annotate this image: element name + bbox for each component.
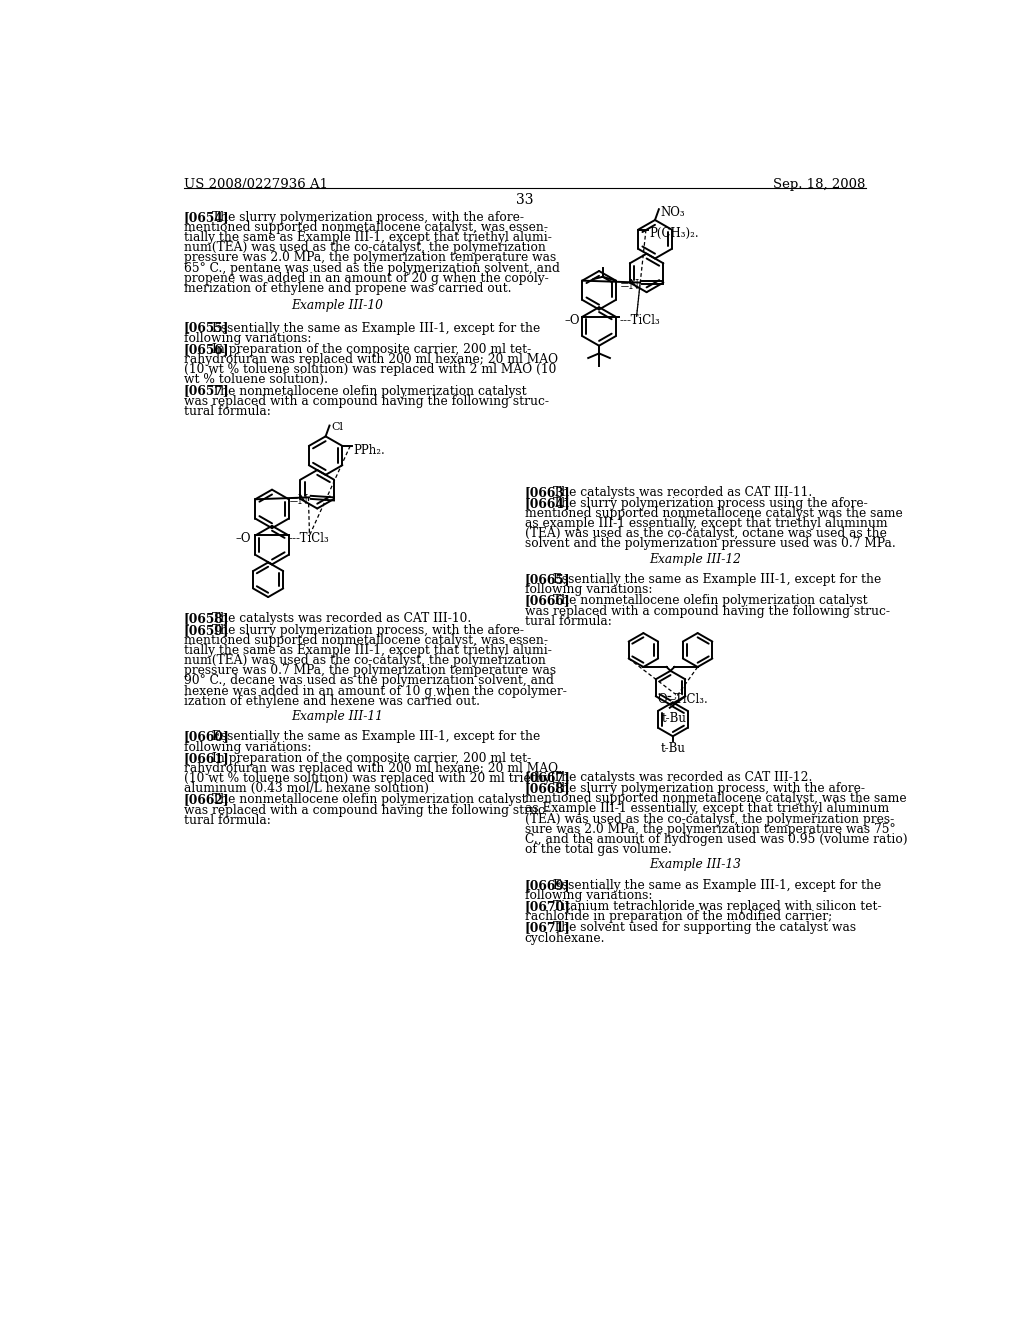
Text: Sep. 18, 2008: Sep. 18, 2008 xyxy=(773,178,866,190)
Text: [0660]: [0660] xyxy=(183,730,229,743)
Text: t-Bu: t-Bu xyxy=(660,742,685,755)
Text: The nonmetallocene olefin polymerization catalyst: The nonmetallocene olefin polymerization… xyxy=(212,793,526,807)
Text: 90° C., decane was used as the polymerization solvent, and: 90° C., decane was used as the polymeriz… xyxy=(183,675,554,688)
Text: [0666]: [0666] xyxy=(524,594,570,607)
Text: tially the same as Example III-1, except that triethyl alumi-: tially the same as Example III-1, except… xyxy=(183,644,552,657)
Text: [0655]: [0655] xyxy=(183,322,229,334)
Text: aluminum (0.43 mol/L hexane solution): aluminum (0.43 mol/L hexane solution) xyxy=(183,783,429,795)
Text: hexene was added in an amount of 10 g when the copolymer-: hexene was added in an amount of 10 g wh… xyxy=(183,685,566,698)
Text: rahydrofuran was replaced with 200 ml hexane; 20 ml MAO: rahydrofuran was replaced with 200 ml he… xyxy=(183,762,558,775)
Text: US 2008/0227936 A1: US 2008/0227936 A1 xyxy=(183,178,328,190)
Text: [0670]: [0670] xyxy=(524,900,570,913)
Text: (10 wt % toluene solution) was replaced with 20 ml triethyl: (10 wt % toluene solution) was replaced … xyxy=(183,772,554,785)
Text: was replaced with a compound having the following struc-: was replaced with a compound having the … xyxy=(183,804,549,817)
Text: num(TEA) was used as the co-catalyst, the polymerization: num(TEA) was used as the co-catalyst, th… xyxy=(183,242,546,255)
Text: [0662]: [0662] xyxy=(183,793,229,807)
Text: tural formula:: tural formula: xyxy=(183,405,270,418)
Text: 33: 33 xyxy=(516,193,534,207)
Text: The solvent used for supporting the catalyst was: The solvent used for supporting the cata… xyxy=(553,921,856,935)
Text: [0663]: [0663] xyxy=(524,486,570,499)
Text: [0671]: [0671] xyxy=(524,921,570,935)
Text: The slurry polymerization process, with the afore-: The slurry polymerization process, with … xyxy=(212,211,523,224)
Text: following variations:: following variations: xyxy=(524,583,652,597)
Text: Example III-13: Example III-13 xyxy=(649,858,741,871)
Text: Example III-10: Example III-10 xyxy=(291,300,383,313)
Text: [0667]: [0667] xyxy=(524,771,570,784)
Text: rachloride in preparation of the modified carrier;: rachloride in preparation of the modifie… xyxy=(524,911,833,923)
Text: propene was added in an amount of 20 g when the copoly-: propene was added in an amount of 20 g w… xyxy=(183,272,549,285)
Text: The nonmetallocene olefin polymerization catalyst: The nonmetallocene olefin polymerization… xyxy=(553,594,867,607)
Text: PPh₂.: PPh₂. xyxy=(353,444,385,457)
Text: (10 wt % toluene solution) was replaced with 2 ml MAO (10: (10 wt % toluene solution) was replaced … xyxy=(183,363,556,376)
Text: mentioned supported nonmetallocene catalyst, was the same: mentioned supported nonmetallocene catal… xyxy=(524,792,906,805)
Text: t-Bu: t-Bu xyxy=(662,711,687,725)
Text: In preparation of the composite carrier, 200 ml tet-: In preparation of the composite carrier,… xyxy=(212,343,531,356)
Text: pressure was 0.7 MPa, the polymerization temperature was: pressure was 0.7 MPa, the polymerization… xyxy=(183,664,556,677)
Text: =N: =N xyxy=(620,279,640,292)
Text: Titanium tetrachloride was replaced with silicon tet-: Titanium tetrachloride was replaced with… xyxy=(553,900,882,913)
Text: cyclohexane.: cyclohexane. xyxy=(524,932,605,945)
Text: O: O xyxy=(657,693,667,706)
Text: The nonmetallocene olefin polymerization catalyst: The nonmetallocene olefin polymerization… xyxy=(212,384,526,397)
Text: tially the same as Example III-1, except that triethyl alumi-: tially the same as Example III-1, except… xyxy=(183,231,552,244)
Text: Example III-11: Example III-11 xyxy=(291,710,383,723)
Text: [0665]: [0665] xyxy=(524,573,570,586)
Text: [0654]: [0654] xyxy=(183,211,229,224)
Text: ---TiCl₃: ---TiCl₃ xyxy=(289,532,330,545)
Text: In preparation of the composite carrier, 200 ml tet-: In preparation of the composite carrier,… xyxy=(212,751,531,764)
Text: [0658]: [0658] xyxy=(183,612,229,626)
Text: [0669]: [0669] xyxy=(524,879,570,891)
Text: [0657]: [0657] xyxy=(183,384,229,397)
Text: Essentially the same as Example III-1, except for the: Essentially the same as Example III-1, e… xyxy=(212,730,540,743)
Text: merization of ethylene and propene was carried out.: merization of ethylene and propene was c… xyxy=(183,282,511,294)
Text: as Example III-1 essentially, except that triethyl aluminum: as Example III-1 essentially, except tha… xyxy=(524,803,889,816)
Text: mentioned supported nonmetallocene catalyst, was essen-: mentioned supported nonmetallocene catal… xyxy=(183,220,548,234)
Text: (TEA) was used as the co-catalyst, octane was used as the: (TEA) was used as the co-catalyst, octan… xyxy=(524,527,887,540)
Text: (TEA) was used as the co-catalyst, the polymerization pres-: (TEA) was used as the co-catalyst, the p… xyxy=(524,813,894,825)
Text: [0668]: [0668] xyxy=(524,783,570,795)
Text: as example III-1 essentially, except that triethyl aluminum: as example III-1 essentially, except tha… xyxy=(524,517,888,531)
Text: Essentially the same as Example III-1, except for the: Essentially the same as Example III-1, e… xyxy=(212,322,540,334)
Text: The slurry polymerization process using the afore-: The slurry polymerization process using … xyxy=(553,496,867,510)
Text: [0659]: [0659] xyxy=(183,623,229,636)
Text: tural formula:: tural formula: xyxy=(524,615,611,628)
Text: mentioned supported nonmetallocene catalyst was the same: mentioned supported nonmetallocene catal… xyxy=(524,507,902,520)
Text: mentioned supported nonmetallocene catalyst, was essen-: mentioned supported nonmetallocene catal… xyxy=(183,634,548,647)
Text: The catalysts was recorded as CAT III-12.: The catalysts was recorded as CAT III-12… xyxy=(553,771,812,784)
Text: –TiCl₃.: –TiCl₃. xyxy=(670,693,709,706)
Text: sure was 2.0 MPa, the polymerization temperature was 75°: sure was 2.0 MPa, the polymerization tem… xyxy=(524,822,895,836)
Text: [0664]: [0664] xyxy=(524,496,570,510)
Text: rahydrofuran was replaced with 200 ml hexane; 20 ml MAO: rahydrofuran was replaced with 200 ml he… xyxy=(183,352,558,366)
Text: Essentially the same as Example III-1, except for the: Essentially the same as Example III-1, e… xyxy=(553,879,881,891)
Text: NO₃: NO₃ xyxy=(660,206,685,219)
Text: wt % toluene solution).: wt % toluene solution). xyxy=(183,374,328,387)
Text: The slurry polymerization process, with the afore-: The slurry polymerization process, with … xyxy=(212,623,523,636)
Text: num(TEA) was used as the co-catalyst, the polymerization: num(TEA) was used as the co-catalyst, th… xyxy=(183,655,546,667)
Text: Essentially the same as Example III-1, except for the: Essentially the same as Example III-1, e… xyxy=(553,573,881,586)
Text: pressure was 2.0 MPa, the polymerization temperature was: pressure was 2.0 MPa, the polymerization… xyxy=(183,251,556,264)
Text: [0661]: [0661] xyxy=(183,751,229,764)
Text: following variations:: following variations: xyxy=(524,888,652,902)
Text: Cl: Cl xyxy=(331,422,343,433)
Text: of the total gas volume.: of the total gas volume. xyxy=(524,843,672,857)
Text: ization of ethylene and hexene was carried out.: ization of ethylene and hexene was carri… xyxy=(183,694,480,708)
Text: 65° C., pentane was used as the polymerization solvent, and: 65° C., pentane was used as the polymeri… xyxy=(183,261,560,275)
Text: P(CH₃)₂.: P(CH₃)₂. xyxy=(649,227,698,240)
Text: The catalysts was recorded as CAT III-10.: The catalysts was recorded as CAT III-10… xyxy=(212,612,471,626)
Text: Example III-12: Example III-12 xyxy=(649,553,741,566)
Text: –O: –O xyxy=(236,532,251,545)
Text: –O: –O xyxy=(564,314,580,327)
Text: C., and the amount of hydrogen used was 0.95 (volume ratio): C., and the amount of hydrogen used was … xyxy=(524,833,907,846)
Text: The catalysts was recorded as CAT III-11.: The catalysts was recorded as CAT III-11… xyxy=(553,486,812,499)
Text: solvent and the polymerization pressure used was 0.7 MPa.: solvent and the polymerization pressure … xyxy=(524,537,896,550)
Text: following variations:: following variations: xyxy=(183,331,311,345)
Text: ---TiCl₃: ---TiCl₃ xyxy=(620,314,660,327)
Text: tural formula:: tural formula: xyxy=(183,813,270,826)
Text: =N: =N xyxy=(289,494,309,507)
Text: following variations:: following variations: xyxy=(183,741,311,754)
Text: was replaced with a compound having the following struc-: was replaced with a compound having the … xyxy=(183,395,549,408)
Text: was replaced with a compound having the following struc-: was replaced with a compound having the … xyxy=(524,605,890,618)
Text: [0656]: [0656] xyxy=(183,343,229,356)
Text: The slurry polymerization process, with the afore-: The slurry polymerization process, with … xyxy=(553,783,864,795)
